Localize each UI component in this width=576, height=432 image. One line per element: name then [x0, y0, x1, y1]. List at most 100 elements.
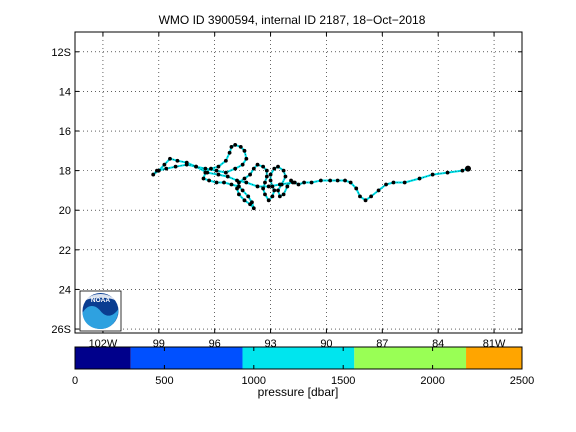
- y-tick-label: 24: [59, 284, 71, 296]
- profile-point: [402, 180, 407, 185]
- colorbar-band: [242, 347, 355, 369]
- profile-point: [173, 164, 178, 169]
- profile-point: [276, 188, 280, 193]
- profile-point: [251, 166, 256, 171]
- profile-point: [194, 164, 198, 169]
- y-tick-label: 26S: [51, 324, 71, 336]
- profile-point: [168, 156, 172, 161]
- profile-point: [376, 188, 381, 193]
- profile-point: [328, 178, 333, 183]
- profile-point: [244, 180, 249, 185]
- profile-point: [263, 192, 267, 197]
- profile-point: [246, 194, 251, 199]
- profile-point: [354, 186, 359, 191]
- y-tick-label: 22: [59, 245, 71, 257]
- y-tick-label: 20: [59, 205, 71, 217]
- profile-point: [291, 180, 295, 185]
- profile-point: [264, 174, 269, 179]
- profile-point: [248, 172, 252, 177]
- profile-point: [227, 150, 232, 155]
- plot-frame: [74, 31, 523, 334]
- profile-point: [151, 172, 156, 177]
- profile-point: [209, 166, 213, 171]
- profile-point: [363, 198, 368, 203]
- profile-point: [235, 178, 239, 183]
- profile-point: [268, 172, 273, 177]
- latest-profile-point: [464, 165, 471, 172]
- colorbar-label: pressure [dbar]: [258, 385, 339, 399]
- profile-point: [272, 188, 277, 193]
- colorbar-band: [130, 347, 243, 369]
- profile-point: [238, 144, 243, 149]
- profile-point: [240, 162, 245, 167]
- profile-point: [207, 178, 212, 183]
- colorbar-band: [354, 347, 467, 369]
- profile-point: [216, 164, 221, 169]
- colorbar: [75, 347, 522, 369]
- profile-point: [205, 170, 210, 175]
- profile-point: [255, 162, 260, 167]
- colorbar-band: [466, 347, 522, 369]
- profile-point: [335, 178, 340, 183]
- track-line-dots: [153, 144, 469, 209]
- noaa-logo: NOAA: [79, 290, 122, 332]
- profile-point: [460, 168, 465, 173]
- profile-point: [223, 170, 228, 175]
- profile-point: [261, 186, 266, 191]
- plot-area: [75, 32, 522, 333]
- profile-point: [417, 176, 422, 181]
- profile-point: [164, 166, 169, 171]
- profile-point: [214, 168, 219, 173]
- profile-point: [155, 168, 159, 173]
- profile-point: [276, 164, 280, 169]
- colorbar-tick-label: 500: [155, 375, 173, 387]
- chart-title: WMO ID 3900594, internal ID 2187, 18−Oct…: [159, 13, 426, 27]
- profile-point: [384, 182, 388, 187]
- colorbar-tick-label: 1000: [242, 375, 266, 387]
- profile-point: [162, 162, 167, 167]
- profile-point: [277, 194, 282, 199]
- float-track: [151, 142, 471, 211]
- profile-point: [237, 192, 241, 197]
- profile-point: [266, 198, 271, 203]
- profile-point: [255, 184, 260, 189]
- profile-point: [430, 172, 435, 177]
- profile-point: [251, 206, 256, 211]
- profile-point: [264, 168, 269, 173]
- profile-point: [296, 182, 301, 187]
- profile-point: [369, 194, 374, 199]
- colorbar-tick-label: 1500: [331, 375, 355, 387]
- colorbar-band: [75, 347, 131, 369]
- profile-point: [242, 176, 247, 181]
- profile-point: [250, 200, 254, 205]
- profile-point: [184, 162, 189, 167]
- profile-point: [268, 178, 273, 183]
- profile-point: [261, 164, 266, 169]
- profile-point: [244, 156, 249, 161]
- y-tick-label: 16: [59, 126, 71, 138]
- profile-point: [281, 168, 286, 173]
- profile-point: [348, 180, 353, 185]
- profile-point: [240, 188, 245, 193]
- profile-point: [283, 174, 288, 179]
- profile-point: [229, 144, 234, 149]
- profile-point: [318, 178, 323, 183]
- profile-point: [270, 194, 275, 199]
- profile-point: [242, 148, 247, 153]
- logo-text: NOAA: [91, 297, 110, 304]
- profile-point: [266, 184, 271, 189]
- profile-point: [229, 182, 234, 187]
- profile-point: [302, 180, 306, 185]
- profile-point: [358, 194, 362, 199]
- profile-point: [233, 142, 238, 147]
- profile-point: [272, 166, 277, 171]
- profile-point: [216, 172, 221, 177]
- profile-point: [225, 174, 230, 179]
- y-axis: 12S 14 16 18 20 22 24 26S: [51, 47, 522, 336]
- y-tick-label: 18: [59, 166, 71, 178]
- grid: [75, 32, 522, 333]
- profile-point: [222, 180, 226, 185]
- profile-point: [203, 166, 208, 171]
- profile-point: [391, 180, 396, 185]
